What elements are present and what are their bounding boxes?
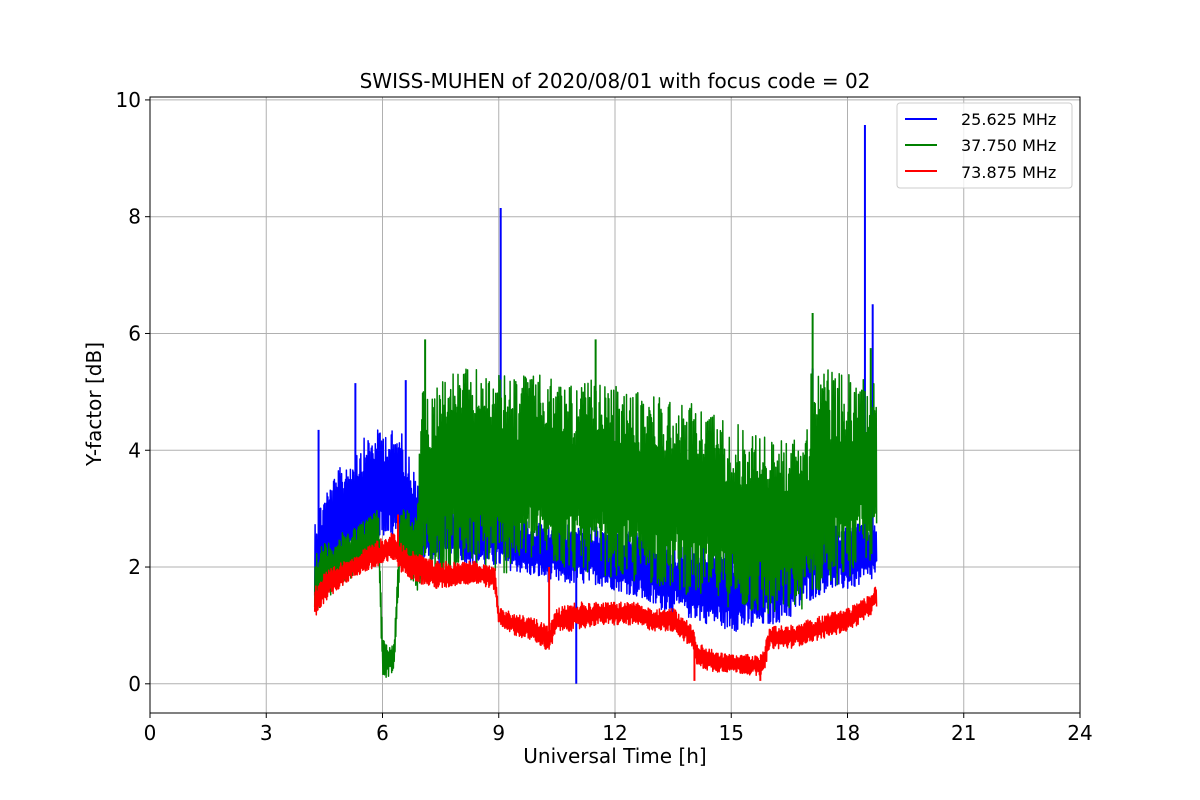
series-line — [313, 368, 878, 679]
y-axis-label: Y-factor [dB] — [82, 342, 106, 467]
data-layer — [313, 125, 878, 684]
x-tick-label: 15 — [719, 721, 744, 745]
y-tick-label: 8 — [128, 205, 141, 229]
y-tick-label: 4 — [128, 438, 141, 462]
x-axis-label: Universal Time [h] — [523, 744, 706, 768]
legend-label-25625: 25.625 MHz — [961, 110, 1056, 129]
x-tick-label: 12 — [602, 721, 627, 745]
x-tick-label: 3 — [260, 721, 273, 745]
chart-title: SWISS-MUHEN of 2020/08/01 with focus cod… — [360, 69, 871, 93]
grid-layer — [149, 97, 1081, 713]
legend-label-37750: 37.750 MHz — [961, 136, 1056, 155]
x-tick-label: 21 — [951, 721, 976, 745]
legend-label-73875: 73.875 MHz — [961, 163, 1056, 182]
y-tick-label: 2 — [128, 555, 141, 579]
y-tick-label: 10 — [116, 88, 141, 112]
y-tick-label: 6 — [128, 321, 141, 345]
y-tick-label: 0 — [128, 672, 141, 696]
series-73875 — [313, 514, 878, 681]
x-tick-label: 0 — [144, 721, 157, 745]
legend-box — [896, 102, 1073, 189]
series-37750 — [313, 313, 878, 679]
x-tick-label: 6 — [376, 721, 389, 745]
legend: 25.625 MHz 37.750 MHz 73.875 MHz — [896, 102, 1073, 189]
x-tick-label: 24 — [1067, 721, 1092, 745]
series-line — [313, 532, 878, 678]
x-tick-label: 18 — [835, 721, 860, 745]
x-tick-label: 9 — [492, 721, 505, 745]
